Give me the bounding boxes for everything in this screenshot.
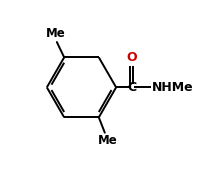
Text: NHMe: NHMe (152, 81, 194, 94)
Text: Me: Me (46, 27, 65, 40)
Text: C: C (127, 81, 136, 94)
Text: O: O (126, 51, 137, 64)
Text: Me: Me (98, 134, 118, 147)
